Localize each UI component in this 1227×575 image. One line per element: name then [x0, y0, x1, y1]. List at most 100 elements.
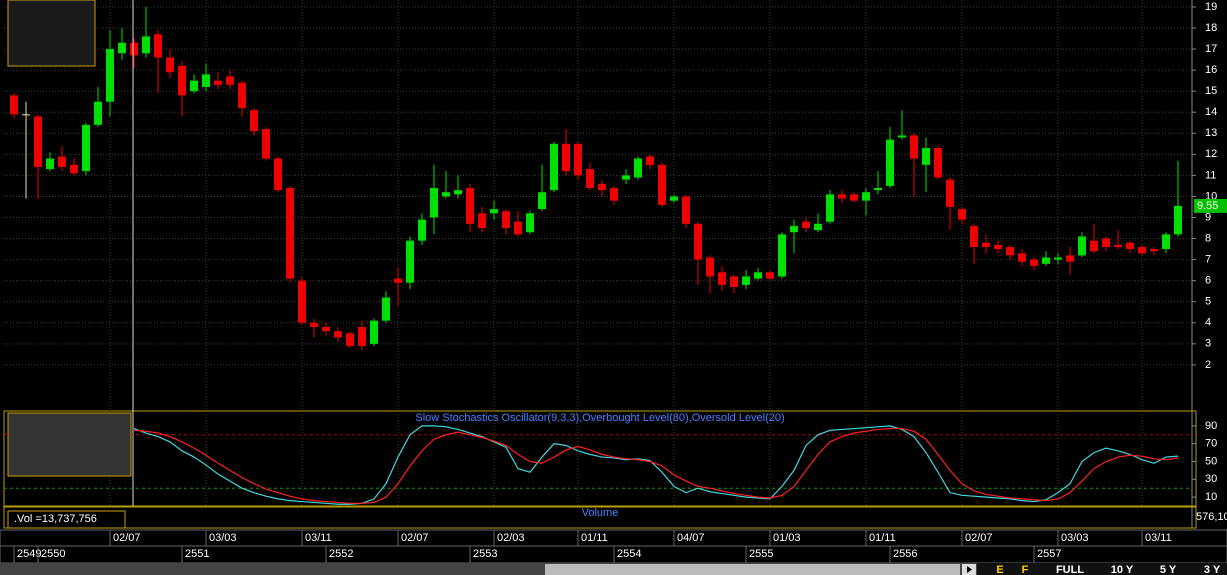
candle-body: [382, 297, 390, 321]
candle-body: [118, 42, 126, 54]
candle-body: [334, 331, 342, 338]
x-tick-label: 01/03: [773, 532, 801, 544]
candle-body: [1006, 246, 1014, 256]
volume-panel: [3, 506, 1197, 529]
candle-body: [430, 188, 438, 218]
candle-body: [178, 65, 186, 96]
y-tick-label: 16: [1205, 64, 1217, 76]
candle-body: [634, 158, 642, 178]
last-value-box: [1194, 198, 1227, 213]
y-tick-label: 12: [1205, 148, 1217, 160]
candle-body: [22, 114, 30, 116]
y-tick-label: 11: [1205, 169, 1216, 181]
candle-body: [898, 135, 906, 138]
y-tick-label: 6: [1205, 275, 1211, 287]
toolbar-button[interactable]: E: [996, 564, 1003, 575]
y-tick-label: 10: [1205, 491, 1217, 503]
candle-body: [166, 57, 174, 73]
candle-body: [466, 188, 474, 224]
x-tick-label: 04/07: [677, 532, 705, 544]
y-tick-label: 9: [1205, 211, 1211, 223]
y-tick-label: 13: [1205, 127, 1217, 139]
candle-body: [82, 124, 90, 172]
candle-body: [286, 188, 294, 279]
scroll-thumb[interactable]: [545, 564, 960, 575]
candle-body: [418, 219, 426, 241]
period-label: 2550: [41, 548, 65, 560]
candle-body: [922, 148, 930, 165]
candle-body: [358, 326, 366, 346]
candle-body: [454, 190, 462, 195]
y-tick-label: 15: [1205, 85, 1217, 97]
x-tick-label: 03/03: [209, 532, 237, 544]
candle-body: [790, 225, 798, 233]
y-tick-label: 5: [1205, 296, 1211, 308]
candle-body: [1114, 244, 1122, 247]
candle-body: [202, 74, 210, 87]
volume-axis-label: 576,10: [1196, 511, 1227, 523]
period-label: 2551: [185, 548, 209, 560]
candle-body: [214, 80, 222, 85]
period-label: 2554: [617, 548, 641, 560]
candle-body: [718, 272, 726, 285]
candle-body: [526, 213, 534, 233]
candle-body: [1174, 205, 1182, 235]
oscillator-title: Slow Stochastics Oscillator(9,3,3),Overb…: [415, 412, 784, 424]
x-tick-label: 02/07: [401, 532, 429, 544]
y-tick-label: 90: [1205, 420, 1217, 432]
candle-body: [406, 240, 414, 283]
y-tick-label: 19: [1205, 1, 1217, 13]
toolbar-button[interactable]: F: [1022, 564, 1029, 575]
period-label: 2556: [893, 548, 917, 560]
toolbar-button[interactable]: 3 Y: [1204, 564, 1221, 575]
period-label: 2552: [329, 548, 353, 560]
candle-body: [658, 164, 666, 205]
toolbar-button[interactable]: FULL: [1056, 564, 1084, 575]
candle-body: [574, 143, 582, 176]
oscillator-panel: [3, 410, 1197, 507]
candle-body: [802, 221, 810, 229]
volume-title: Volume: [582, 507, 619, 519]
y-tick-label: 17: [1205, 43, 1217, 55]
candle-body: [730, 276, 738, 287]
candle-body: [34, 116, 42, 167]
x-tick-label: 01/11: [869, 532, 896, 544]
period-label: 2553: [473, 548, 497, 560]
y-tick-label: 4: [1205, 317, 1211, 329]
volume-legend-text: .Vol =13,737,756: [14, 513, 97, 525]
candle-body: [646, 156, 654, 165]
candle-body: [1102, 238, 1110, 247]
candle-body: [46, 158, 54, 170]
candle-body: [130, 42, 138, 56]
period-label: 2557: [1037, 548, 1061, 560]
candle-body: [490, 209, 498, 214]
toolbar-button[interactable]: 5 Y: [1160, 564, 1177, 575]
candle-body: [370, 320, 378, 344]
candle-body: [670, 196, 678, 201]
candle-body: [766, 272, 774, 279]
candle-body: [274, 158, 282, 191]
candle-body: [394, 278, 402, 283]
candle-body: [538, 192, 546, 210]
x-tick-label: 03/11: [305, 532, 332, 544]
candle-body: [1018, 253, 1026, 262]
candle-body: [478, 213, 486, 229]
candle-body: [982, 242, 990, 247]
x-tick-label: 02/07: [965, 532, 993, 544]
series-line: [133, 425, 1179, 505]
x-tick-label: 02/07: [113, 532, 141, 544]
candle-body: [586, 169, 594, 189]
candle-body: [10, 95, 18, 115]
candle-body: [994, 244, 1002, 250]
candle-body: [250, 110, 258, 132]
candle-body: [850, 194, 858, 201]
candle-body: [874, 188, 882, 191]
candle-body: [838, 194, 846, 199]
candle-body: [1078, 236, 1086, 256]
y-tick-label: 8: [1205, 232, 1211, 244]
candle-body: [622, 175, 630, 180]
candle-body: [502, 211, 510, 229]
toolbar-button[interactable]: 10 Y: [1111, 564, 1134, 575]
x-tick-label: 02/03: [497, 532, 525, 544]
y-tick-label: 3: [1205, 338, 1211, 350]
